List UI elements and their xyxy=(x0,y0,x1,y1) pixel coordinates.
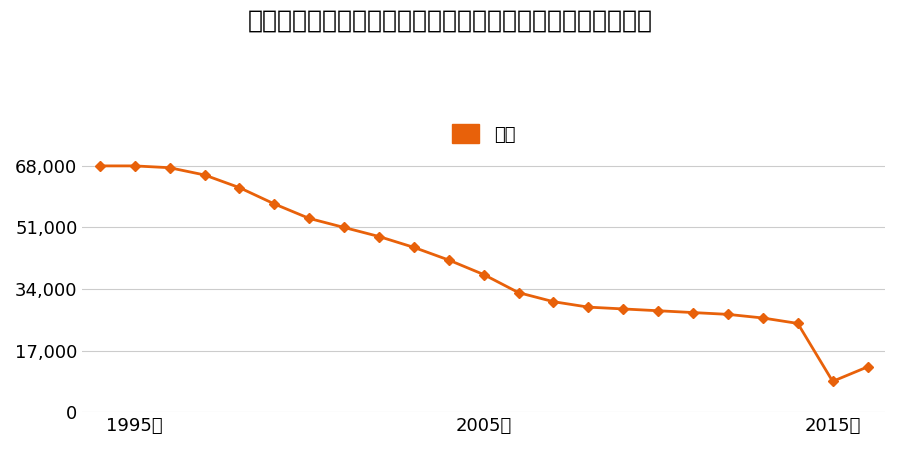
Legend: 価格: 価格 xyxy=(445,117,522,151)
Text: 北海道札幌市南区川沿３条５丁目１８０７番４２の地価推移: 北海道札幌市南区川沿３条５丁目１８０７番４２の地価推移 xyxy=(248,9,652,33)
